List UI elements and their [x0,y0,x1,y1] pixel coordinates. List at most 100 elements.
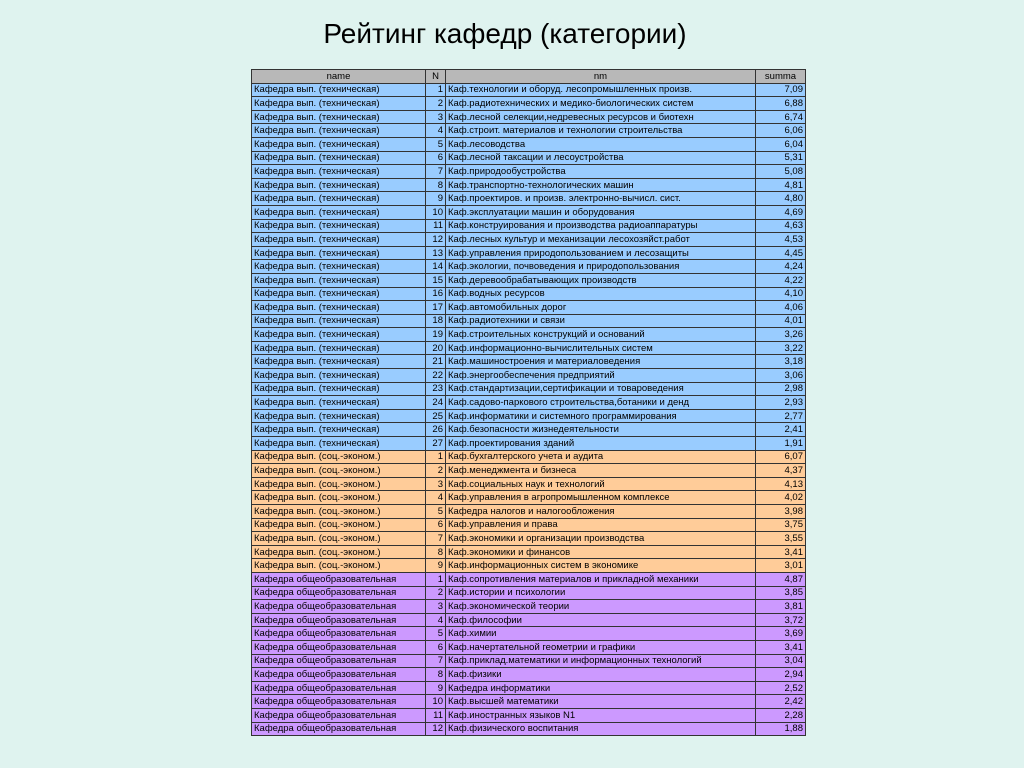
cell-summa: 2,94 [755,667,806,682]
cell-category: Кафедра вып. (соц.-эконом.) [251,558,426,573]
cell-department: Каф.строительных конструкций и оснований [445,327,756,342]
cell-summa: 2,42 [755,694,806,709]
cell-department: Каф.строит. материалов и технологии стро… [445,123,756,138]
cell-department: Каф.физики [445,667,756,682]
table-row: Кафедра вып. (техническая) 8 Каф.транспорт… [251,177,806,193]
cell-rank: 12 [425,721,446,737]
table-row: Кафедра вып. (техническая) 13 Каф.управлен… [251,245,806,261]
cell-department: Каф.проектирования зданий [445,436,756,451]
cell-rank: 6 [425,150,446,166]
table-row: Кафедра вып. (техническая) 9 Каф.проектиро… [251,191,806,206]
cell-summa: 4,37 [755,463,806,478]
cell-rank: 17 [425,300,446,315]
cell-department: Каф.лесных культур и механизации лесохоз… [445,232,756,247]
cell-department: Каф.садово-паркового строительства,ботан… [445,395,756,410]
rating-table: name N nm summa Кафедра вып. (техническа… [251,69,806,737]
cell-summa: 6,74 [755,109,806,125]
table-row: Кафедра вып. (техническая) 11 Каф.конструи… [251,218,806,234]
cell-summa: 3,06 [755,368,806,383]
cell-summa: 4,22 [755,272,806,288]
cell-rank: 15 [425,272,446,288]
table-row: Кафедра вып. (техническая) 4 Каф.строит. м… [251,123,806,138]
cell-rank: 9 [425,558,446,573]
cell-department: Каф.природообустройства [445,164,756,179]
cell-department: Каф.информационно-вычислительных систем [445,340,756,356]
table-row: Кафедра вып. (техническая) 1 Каф.технологи… [251,82,806,98]
cell-category: Кафедра общеобразовательная [251,653,426,669]
table-row: Кафедра общеобразовательная 12 Каф.физичес… [251,721,806,737]
table-row: Кафедра общеобразовательная 7 Каф.приклад.… [251,653,806,669]
cell-summa: 2,98 [755,381,806,397]
table-row: Кафедра вып. (соц.-эконом.) 7 Каф.экономик… [251,531,806,546]
cell-department: Каф.лесной селекции,недревесных ресурсов… [445,109,756,125]
table-row: Кафедра вып. (техническая) 16 Каф.водных р… [251,286,806,302]
cell-category: Кафедра вып. (техническая) [251,286,426,302]
cell-summa: 4,63 [755,218,806,234]
table-row: Кафедра вып. (техническая) 6 Каф.лесной та… [251,150,806,166]
cell-department: Каф.автомобильных дорог [445,300,756,315]
cell-rank: 5 [425,504,446,519]
table-row: Кафедра общеобразовательная 3 Каф.экономич… [251,599,806,614]
table-row: Кафедра вып. (техническая) 20 Каф.информац… [251,340,806,356]
cell-category: Кафедра вып. (соц.-эконом.) [251,476,426,492]
table-row: Кафедра вып. (соц.-эконом.) 5 Кафедра нало… [251,504,806,519]
cell-summa: 3,04 [755,653,806,669]
cell-summa: 3,98 [755,504,806,519]
cell-department: Каф.приклад.математики и информационных … [445,653,756,669]
cell-rank: 23 [425,381,446,397]
cell-department: Каф.технологии и оборуд. лесопромышленны… [445,82,756,98]
table-row: Кафедра вып. (соц.-эконом.) 2 Каф.менеджме… [251,463,806,478]
cell-rank: 14 [425,259,446,274]
cell-rank: 4 [425,123,446,138]
cell-summa: 3,85 [755,585,806,601]
cell-category: Кафедра вып. (соц.-эконом.) [251,463,426,478]
cell-department: Каф.управления и права [445,517,756,533]
table-row: Кафедра вып. (техническая) 14 Каф.экологии… [251,259,806,274]
cell-category: Кафедра вып. (соц.-эконом.) [251,504,426,519]
cell-department: Каф.экономики и финансов [445,544,756,560]
cell-department: Каф.экологии, почвоведения и природополь… [445,259,756,274]
cell-department: Каф.философии [445,612,756,628]
cell-category: Кафедра вып. (техническая) [251,272,426,288]
cell-rank: 1 [425,82,446,98]
cell-department: Каф.высшей математики [445,694,756,709]
cell-summa: 4,69 [755,204,806,220]
cell-category: Кафедра вып. (соц.-эконом.) [251,531,426,546]
cell-category: Кафедра общеобразовательная [251,626,426,641]
cell-summa: 3,26 [755,327,806,342]
table-row: Кафедра общеобразовательная 8 Каф.физики 2,… [251,667,806,682]
cell-summa: 5,31 [755,150,806,166]
cell-category: Кафедра общеобразовательная [251,707,426,723]
cell-category: Кафедра вып. (соц.-эконом.) [251,490,426,505]
table-row: Кафедра общеобразовательная 9 Кафедра инфо… [251,680,806,696]
cell-summa: 6,88 [755,96,806,111]
cell-department: Каф.радиотехники и связи [445,313,756,329]
cell-summa: 3,72 [755,612,806,628]
cell-category: Кафедра вып. (техническая) [251,259,426,274]
cell-rank: 1 [425,449,446,465]
table-row: Кафедра вып. (техническая) 25 Каф.информат… [251,408,806,424]
cell-department: Каф.конструирования и производства радио… [445,218,756,234]
cell-summa: 5,08 [755,164,806,179]
cell-rank: 6 [425,639,446,655]
cell-summa: 4,80 [755,191,806,206]
cell-department: Каф.экономической теории [445,599,756,614]
cell-rank: 24 [425,395,446,410]
cell-summa: 7,09 [755,82,806,98]
cell-rank: 20 [425,340,446,356]
cell-department: Каф.стандартизации,сертификации и товаро… [445,381,756,397]
cell-category: Кафедра общеобразовательная [251,571,426,587]
cell-rank: 18 [425,313,446,329]
cell-department: Каф.информатики и системного программиро… [445,408,756,424]
cell-rank: 2 [425,96,446,111]
cell-rank: 6 [425,517,446,533]
cell-rank: 2 [425,585,446,601]
cell-summa: 1,88 [755,721,806,737]
cell-category: Кафедра общеобразовательная [251,612,426,628]
cell-category: Кафедра вып. (техническая) [251,218,426,234]
column-header-n: N [425,69,446,84]
cell-summa: 4,24 [755,259,806,274]
cell-department: Кафедра налогов и налогообложения [445,504,756,519]
cell-summa: 4,06 [755,300,806,315]
cell-summa: 2,52 [755,680,806,696]
